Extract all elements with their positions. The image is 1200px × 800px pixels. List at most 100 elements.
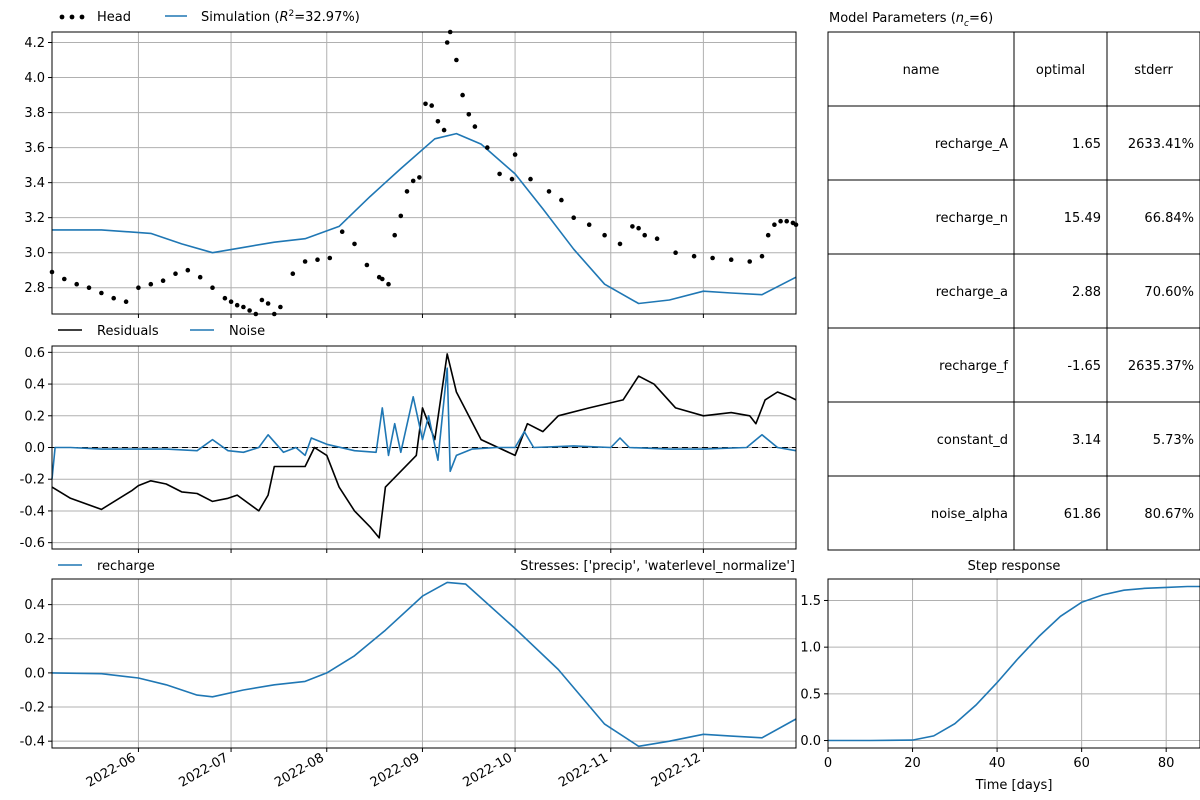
head-point <box>630 224 635 229</box>
table-cell-value: 66.84% <box>1144 211 1194 226</box>
head-point <box>210 285 215 291</box>
y-tick-label: -0.4 <box>20 504 45 519</box>
head-point <box>404 189 410 194</box>
x-tick-label: 40 <box>989 756 1006 771</box>
y-tick-label: 3.4 <box>24 176 45 191</box>
contributions-grid <box>52 579 796 748</box>
table-cell <box>1106 401 1200 477</box>
table-cell <box>827 179 1015 255</box>
step-response-axes-frame <box>827 578 1200 749</box>
table-cell <box>1106 105 1200 181</box>
y-tick-label: 3.2 <box>24 211 45 226</box>
head-legend-label: Head <box>97 10 131 25</box>
y-tick-label: 0.2 <box>24 409 45 424</box>
recharge-series <box>51 581 797 748</box>
table-header-label: optimal <box>1036 63 1085 78</box>
y-tick-label: -0.2 <box>20 473 45 488</box>
head-point <box>136 285 141 291</box>
noise-legend-label: Noise <box>229 324 265 339</box>
y-tick-label: 1.0 <box>800 641 821 656</box>
x-tick-label: 80 <box>1158 756 1175 771</box>
head-point <box>444 40 450 45</box>
residuals-line <box>51 353 797 539</box>
table-cell <box>827 475 1015 551</box>
y-tick-label: 0.2 <box>24 632 45 647</box>
table-cell-value: 2633.41% <box>1128 137 1194 152</box>
parameters-table: Model Parameters (nc=6) name optimal stder… <box>827 11 1200 551</box>
date-x-ticks: 2022-06 2022-07 2022-08 2022-09 2022-10 2022-… <box>84 750 703 790</box>
step-response-xlabel: Time [days] <box>975 778 1053 793</box>
x-tick-label: 2022-12 <box>649 750 704 790</box>
step-response-title: Step response <box>968 559 1061 574</box>
residuals-legend-label: Residuals <box>97 324 159 339</box>
head-point <box>74 281 79 287</box>
residuals-panel: -0.6 -0.4 -0.2 0.0 0.2 0.4 0.6 Residuals Noise <box>20 324 797 553</box>
table-cell <box>1013 105 1108 181</box>
step-response-line <box>828 585 1200 742</box>
y-tick-label: 0.4 <box>24 598 45 613</box>
y-tick-label: 1.5 <box>800 594 821 609</box>
recharge-legend-label: recharge <box>97 559 155 574</box>
table-cell <box>1013 327 1108 403</box>
head-point <box>247 308 252 313</box>
y-tick-label: 0.6 <box>24 346 45 361</box>
head-point <box>485 145 490 150</box>
head-point <box>160 278 166 284</box>
x-tick-label: 2022-07 <box>177 750 232 790</box>
table-cell-value: -1.65 <box>1067 359 1101 374</box>
y-tick-label: -0.4 <box>20 735 45 750</box>
parameters-table-title: Model Parameters (nc=6) <box>829 11 993 29</box>
head-point <box>636 225 641 231</box>
table-cell <box>1106 475 1200 551</box>
head-point <box>392 232 398 238</box>
head-point <box>765 232 771 238</box>
table-cell-value: noise_alpha <box>931 507 1008 522</box>
head-point <box>512 152 518 157</box>
table-cell-value: constant_d <box>937 433 1008 448</box>
head-point <box>148 281 154 287</box>
head-point <box>228 299 234 305</box>
table-cell <box>827 253 1015 329</box>
head-point <box>111 295 116 301</box>
x-tick-label: 20 <box>904 756 921 771</box>
noise-line <box>51 367 797 480</box>
head-point <box>691 253 697 259</box>
head-point <box>302 259 308 264</box>
table-cell-value: 61.86 <box>1064 507 1101 522</box>
residuals-legend: Residuals Noise <box>58 324 265 339</box>
head-point <box>380 276 385 282</box>
table-cell-value: 15.49 <box>1064 211 1101 226</box>
head-point <box>123 299 129 305</box>
head-point <box>339 229 345 234</box>
head-point <box>423 101 428 107</box>
x-tick-label: 2022-06 <box>84 750 139 790</box>
table-cell-value: 2635.37% <box>1128 359 1194 374</box>
head-point <box>759 253 765 259</box>
table-cell-value: 3.14 <box>1072 433 1101 448</box>
head-point <box>290 271 296 277</box>
head-point <box>265 301 271 306</box>
head-point <box>472 124 478 129</box>
table-header-cell <box>827 31 1015 107</box>
head-point <box>86 285 92 291</box>
step-response-ticks: 0 20 40 60 80 0.0 0.5 1.0 1.5 <box>800 594 1174 771</box>
head-point <box>327 255 333 261</box>
table-cell <box>827 327 1015 403</box>
x-tick-label: 2022-08 <box>272 750 327 790</box>
table-cell <box>827 401 1015 477</box>
simulation-legend-label: Simulation (R2=32.97%) <box>201 9 360 25</box>
table-cell-value: 5.73% <box>1153 433 1194 448</box>
step-response-panel: Step response 0 20 40 60 80 0.0 0.5 1.0 1.5 Time… <box>800 559 1200 793</box>
head-point <box>417 175 422 180</box>
y-tick-label: 3.8 <box>24 106 45 121</box>
head-point <box>197 274 203 280</box>
head-point <box>772 222 777 227</box>
head-point <box>278 304 283 310</box>
table-header-label: stderr <box>1134 63 1173 78</box>
table-cell-value: 80.67% <box>1144 507 1194 522</box>
contributions-panel: -0.4-0.20.00.20.4 2022-06 2022-07 2022-08 2… <box>20 559 797 791</box>
y-tick-label: 4.0 <box>24 71 45 86</box>
table-cell-value: 1.65 <box>1072 137 1101 152</box>
y-tick-label: 2.8 <box>24 281 45 296</box>
